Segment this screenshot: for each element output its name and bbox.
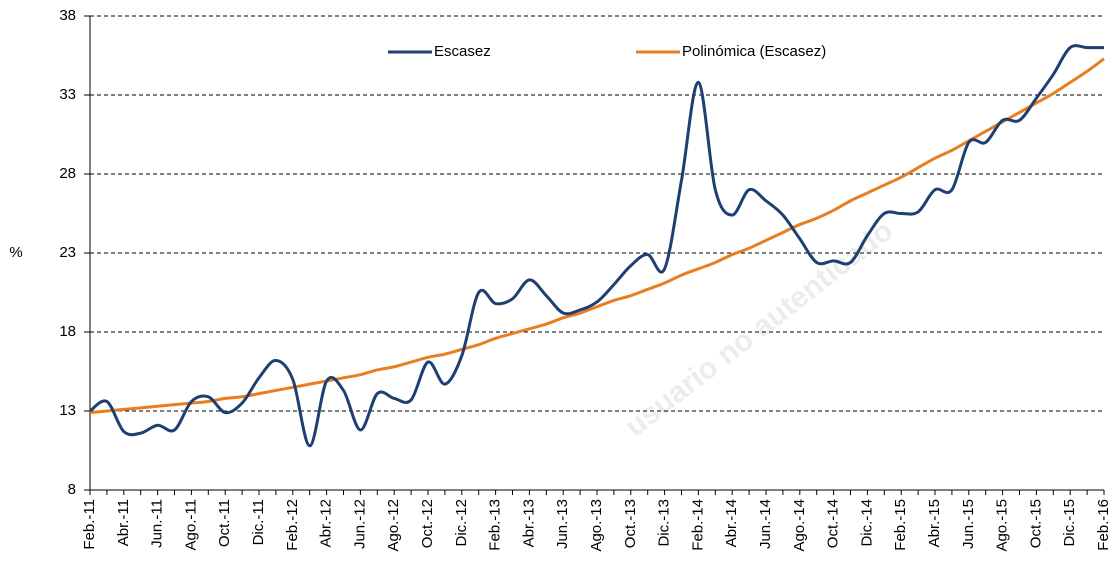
x-tick-label: Oct.-13 [622,499,639,548]
x-tick-label: Feb.-11 [81,499,98,550]
series-line [89,44,1104,448]
y-tick-label: 33 [59,86,76,103]
x-tick-label: Ago.-14 [791,499,808,552]
watermark: usuario no autenticado [619,214,899,443]
y-tick-label: 23 [59,244,76,261]
x-tick-label: Oct.-14 [825,499,842,548]
x-tick-label: Abr.-13 [520,499,537,547]
x-tick-label: Abr.-11 [115,499,132,546]
x-tick-label: Ago.-13 [588,499,605,552]
x-tick-label: Abr.-14 [723,499,740,547]
x-tick-label: Jun.-14 [757,499,774,549]
x-tick-label: Dic.-13 [656,499,673,547]
y-tick-label: 38 [59,7,76,24]
x-tick-label: Jun.-12 [351,499,368,549]
legend-label: Polinómica (Escasez) [682,43,826,60]
x-tick-label: Feb.-16 [1095,499,1110,551]
y-tick-label: 8 [68,481,76,498]
x-tick-label: Oct.-15 [1027,499,1044,548]
x-tick-label: Jun.-11 [149,499,166,548]
y-tick-label: 13 [59,402,76,419]
x-tick-label: Dic.-11 [250,499,267,545]
legend-label: Escasez [434,43,491,60]
x-tick-label: Jun.-13 [554,499,571,549]
x-tick-label: Feb.-13 [487,499,504,551]
y-tick-label: 28 [59,165,76,182]
x-tick-label: Ago.-11 [182,499,199,550]
x-tick-label: Oct.-12 [419,499,436,548]
y-tick-label: 18 [59,323,76,340]
x-tick-label: Feb.-15 [892,499,909,551]
x-tick-label: Abr.-12 [318,499,335,547]
x-tick-label: Ago.-15 [994,499,1011,552]
y-axis-label: % [9,244,22,261]
x-tick-label: Dic.-14 [858,499,875,547]
x-tick-label: Abr.-15 [926,499,943,547]
x-tick-label: Jun.-15 [960,499,977,549]
x-tick-label: Dic.-15 [1061,499,1078,547]
x-tick-label: Feb.-14 [689,499,706,551]
x-tick-label: Dic.-12 [453,499,470,547]
x-tick-label: Ago.-12 [385,499,402,552]
series-line [89,57,1105,415]
x-tick-label: Oct.-11 [216,499,233,547]
x-tick-label: Feb.-12 [284,499,301,551]
